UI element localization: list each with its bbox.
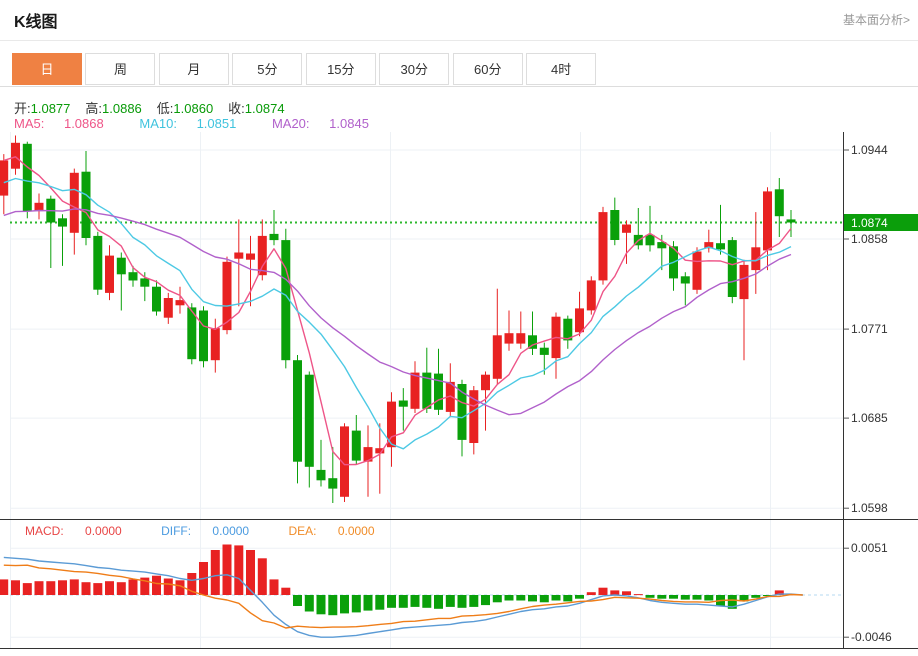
- axis-tick-label: -0.0046: [851, 630, 892, 644]
- high-value: 1.0886: [102, 101, 142, 116]
- diff-value: DIFF: 0.0000: [161, 524, 250, 538]
- high-label: 高:: [85, 101, 103, 116]
- close-label: 收:: [228, 101, 245, 116]
- svg-text:1.0874: 1.0874: [851, 216, 888, 230]
- macd-lines-layer: [3, 556, 803, 638]
- macd-value: MACD: 0.0000: [25, 524, 122, 538]
- current-price-badge: 1.0874: [844, 214, 918, 231]
- axis-tick-label: 1.0944: [851, 143, 888, 157]
- timeframe-tabbar: 日 周 月 5分 15分 30分 60分 4时: [0, 53, 918, 87]
- page-title: K线图: [14, 14, 58, 31]
- axis-tick-label: 1.0858: [851, 232, 888, 246]
- axis-layer: 1.0944 1.0858 1.0771 1.0685 1.0598 0.0051 -0.0…: [0, 132, 918, 649]
- ma10-value: MA10: 1.0851: [139, 116, 237, 131]
- ohlc-row: 开:1.0877 高:1.0886 低:1.0860 收:1.0874: [14, 98, 300, 117]
- macd-row: MACD: 0.0000 DIFF: 0.0000 DEA: 0.0000: [25, 524, 411, 538]
- low-value: 1.0860: [173, 101, 214, 116]
- ma5-value: MA5: 1.0868: [14, 116, 104, 131]
- tab-15min[interactable]: 15分: [305, 53, 376, 85]
- ma20-value: MA20: 1.0845: [271, 116, 369, 131]
- tab-30min[interactable]: 30分: [379, 53, 450, 85]
- tab-month[interactable]: 月: [158, 53, 229, 85]
- tab-5min[interactable]: 5分: [232, 53, 303, 85]
- low-label: 低:: [156, 101, 174, 116]
- tab-60min[interactable]: 60分: [452, 53, 523, 85]
- tab-day[interactable]: 日: [12, 53, 82, 85]
- open-label: 开:: [14, 101, 31, 116]
- ma-lines-layer: [3, 156, 792, 466]
- tab-4hour[interactable]: 4时: [526, 53, 597, 85]
- macd-hist-layer: [0, 544, 796, 616]
- close-value: 1.0874: [244, 101, 285, 116]
- axis-tick-label: 1.0685: [851, 411, 888, 425]
- axis-tick-label: 0.0051: [851, 541, 888, 555]
- fundamental-analysis-link[interactable]: 基本面分析>: [842, 13, 910, 27]
- axis-tick-label: 1.0598: [851, 501, 888, 515]
- candles-layer: [0, 135, 796, 503]
- open-value: 1.0877: [30, 101, 71, 116]
- tab-week[interactable]: 周: [85, 53, 156, 85]
- axis-tick-label: 1.0771: [851, 322, 888, 336]
- dea-value: DEA: 0.0000: [288, 524, 375, 538]
- ma-row: MA5: 1.0868 MA10: 1.0851 MA20: 1.0845: [14, 116, 401, 131]
- header-divider: [0, 40, 918, 41]
